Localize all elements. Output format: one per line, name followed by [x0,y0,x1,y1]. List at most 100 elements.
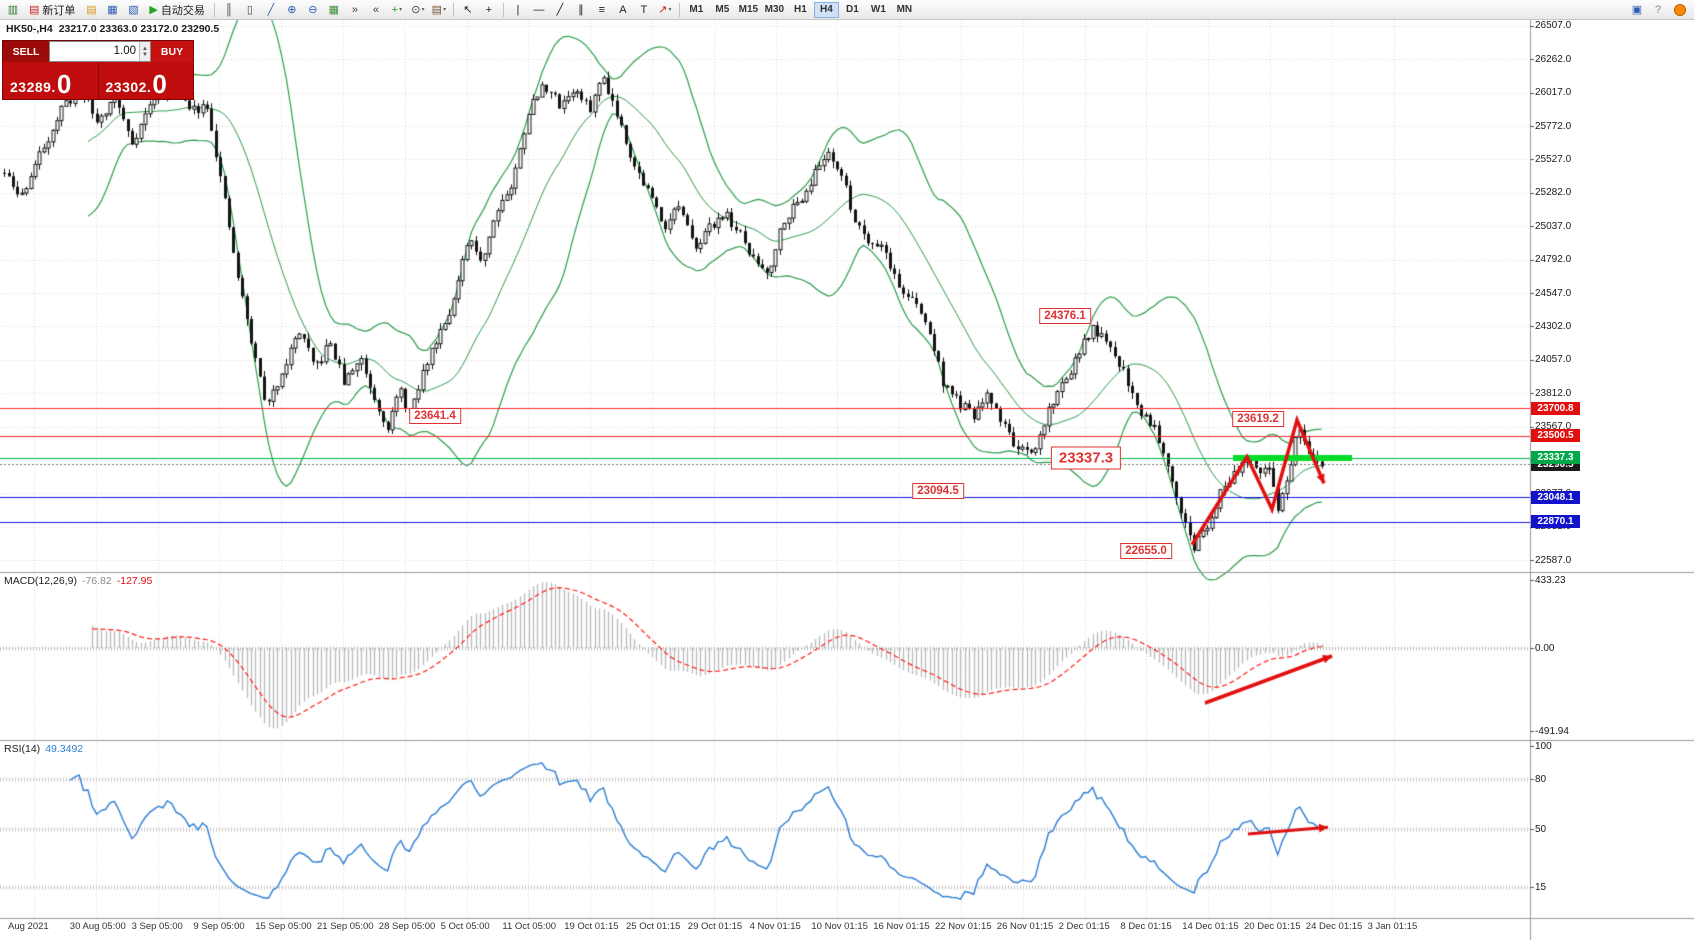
sell-price[interactable]: 23289. 0 [3,62,98,99]
volume-spinner[interactable]: ▲ ▼ [139,42,150,61]
chart-list-icon[interactable]: ▦ [102,1,122,18]
market-watch-icon[interactable]: ▤ [81,1,101,18]
timeframe-button-m15[interactable]: M15 [738,4,759,15]
buy-price[interactable]: 23302. 0 [99,62,194,99]
price-level-tag: 23500.5 [1531,429,1580,443]
sell-button[interactable]: SELL [3,41,49,62]
line-chart-icon[interactable]: ╱ [261,1,281,18]
one-click-trading-panel: SELL 1.00 ▲ ▼ BUY 23289. 0 23302. 0 [2,40,194,100]
time-axis-label: 3 Sep 05:00 [131,921,183,932]
buy-price-big-digit: 0 [152,69,168,99]
auto-trading-button[interactable]: ▶ 自动交易 [144,1,209,18]
time-axis-label: 10 Nov 01:15 [811,921,868,932]
macd-scale-label: 0.00 [1535,642,1555,654]
price-scale-label: 26262.0 [1535,53,1572,65]
channel-icon: ∥ [578,4,584,16]
timeframe-button-h4[interactable]: H4 [813,1,839,18]
fibonacci-icon[interactable]: ≡ [592,1,612,18]
help-icon: ? [1654,3,1662,16]
auto-trading-button-label: 自动交易 [160,4,205,17]
toolbar-separator [502,2,504,17]
indicators-icon[interactable]: + ▾ [387,1,407,18]
price-annotation-label: 23619.2 [1232,411,1284,428]
navigator-icon[interactable]: ▧ [123,1,143,18]
time-axis-label: 14 Dec 01:15 [1182,921,1239,932]
timeframe-button-m30[interactable]: M30 [764,4,785,15]
price-annotation-label: 22655.0 [1120,542,1172,559]
text-icon: A [619,3,627,16]
tile-windows-icon[interactable]: ▦ [324,1,344,18]
crosshair-icon[interactable]: + [479,1,499,18]
notification-badge[interactable] [1674,3,1686,16]
fibonacci-icon: ≡ [598,3,606,16]
rsi-scale-label: 80 [1535,773,1547,785]
channel-icon[interactable]: ∥ [571,1,591,18]
vertical-line-icon[interactable]: | [508,1,528,18]
toolbar-separator [452,2,454,17]
timeframe-button-d1[interactable]: D1 [845,4,859,15]
vertical-line-icon: | [516,3,520,16]
rsi-scale-label: 100 [1535,740,1552,752]
new-order-button-label: 新订单 [42,4,76,17]
label-icon[interactable]: T [634,1,654,18]
templates-icon[interactable]: ▤ ▾ [429,1,449,18]
auto-scroll-icon[interactable]: » [345,1,365,18]
price-scale-label: 24547.0 [1535,287,1572,299]
chart-list-icon: ▦ [107,4,118,16]
spinner-up-icon[interactable]: ▲ [142,45,148,52]
price-scale-label: 26507.0 [1535,20,1572,32]
time-axis-label: 30 Aug 05:00 [69,921,126,932]
zoom-out-icon[interactable]: ⊖ [303,1,323,18]
shapes-icon[interactable]: ↗ ▾ [655,1,675,18]
caret-down-icon: ▾ [668,7,672,13]
new-order-icon: ▤ [29,4,40,16]
caret-down-icon: ▾ [399,7,403,13]
terminal-icon[interactable]: ▥ [3,1,23,18]
time-axis-label: 24 Dec 01:15 [1305,921,1363,932]
sell-price-big-digit: 0 [56,69,72,99]
bar-chart-icon[interactable]: ║ [219,1,239,18]
sell-price-main: 23289. [10,79,56,95]
price-scale-label: 22587.0 [1535,554,1572,566]
terminal-icon: ▥ [7,4,19,16]
text-icon[interactable]: A [613,1,633,18]
caret-down-icon: ▾ [443,7,447,13]
price-scale-label: 25527.0 [1535,153,1572,165]
timeframe-button-h1[interactable]: H1 [793,4,807,15]
main-toolbar: ▥ ▤ 新订单 ▤ ▦ ▧ ▶ 自动交易 ║ ▯ ╱ ⊕ ⊖ ▦» «+ ▾ ⊙ ▾ ▤ ▾ ↖ + | — ╱ ∥ ≡ A T ↗ ▾ M1… [0,0,1694,20]
zoom-in-icon[interactable]: ⊕ [282,1,302,18]
zoom-out-icon: ⊖ [308,4,318,16]
price-scale-label: 24792.0 [1535,254,1572,266]
time-axis-label: 15 Sep 05:00 [255,921,312,932]
timeframe-button-m5[interactable]: M5 [715,4,730,15]
help-icon[interactable]: ? [1648,1,1668,18]
price-annotation-label: 23094.5 [912,482,964,499]
time-axis-label: 26 Nov 01:15 [996,921,1054,932]
timeframe-button-m1[interactable]: M1 [689,4,704,15]
volume-value: 1.00 [113,45,136,57]
time-axis-label: 2 Dec 01:15 [1058,921,1110,932]
timeframe-button-mn[interactable]: MN [896,4,913,15]
time-axis-label: 11 Oct 05:00 [502,921,557,932]
trendline-icon[interactable]: ╱ [550,1,570,18]
volume-input[interactable]: 1.00 ▲ ▼ [49,41,151,62]
time-axis-label: 8 Dec 01:15 [1120,921,1172,932]
horizontal-line-icon: — [533,3,545,16]
macd-indicator-label: MACD(12,26,9) -76.82 -127.95 [4,575,152,587]
time-axis-label: Aug 2021 [8,921,49,932]
spinner-down-icon[interactable]: ▼ [142,51,148,58]
cursor-icon[interactable]: ↖ [458,1,478,18]
buy-button[interactable]: BUY [151,41,193,62]
time-axis-label: 25 Oct 01:15 [626,921,681,932]
chart-shift-icon[interactable]: « [366,1,386,18]
new-order-button[interactable]: ▤ 新订单 [24,1,80,18]
periods-icon[interactable]: ⊙ ▾ [408,1,428,18]
new-window-icon[interactable]: ▣ [1627,1,1647,18]
horizontal-line-icon[interactable]: — [529,1,549,18]
timeframe-button-w1[interactable]: W1 [870,4,886,15]
navigator-icon: ▧ [128,4,139,16]
candlestick-chart-icon[interactable]: ▯ [240,1,260,18]
time-axis-label: 16 Nov 01:15 [873,921,930,932]
